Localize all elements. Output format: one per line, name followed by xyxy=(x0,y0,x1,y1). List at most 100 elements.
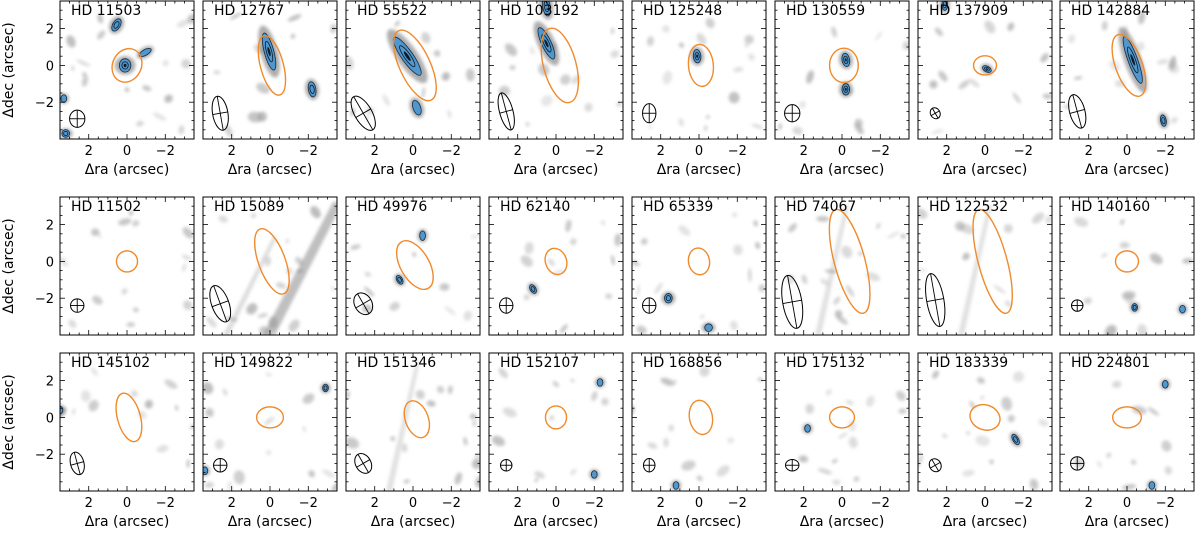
noise-blob xyxy=(1068,34,1075,44)
noise-blob xyxy=(142,85,152,92)
panel-15: HD 122532 xyxy=(917,196,1053,336)
noise-blob xyxy=(426,400,436,407)
noise-blob xyxy=(1096,460,1102,468)
noise-blob xyxy=(854,122,864,135)
source-contour xyxy=(665,295,671,302)
noise-blob xyxy=(186,459,190,469)
noise-blob xyxy=(841,245,853,259)
panel-image xyxy=(491,367,609,483)
noise-blob xyxy=(560,74,571,85)
noise-blob xyxy=(463,436,468,446)
noise-blob xyxy=(1074,457,1084,469)
noise-blob xyxy=(491,435,505,447)
noise-blob xyxy=(265,372,273,377)
fov-ellipse xyxy=(828,47,859,84)
fov-ellipse xyxy=(828,406,856,429)
panel-title: HD 65339 xyxy=(643,199,713,215)
noise-blob xyxy=(640,238,648,245)
noise-blob xyxy=(275,282,286,289)
fov-ellipse xyxy=(115,250,139,273)
noise-blob xyxy=(331,286,335,292)
beam-ellipse xyxy=(785,458,800,472)
noise-blob xyxy=(128,210,134,216)
noise-blob xyxy=(600,220,606,226)
noise-blob xyxy=(287,14,302,22)
noise-blob xyxy=(758,284,766,293)
noise-blob xyxy=(605,293,613,300)
x-tick-label: −2 xyxy=(1014,496,1033,511)
source-peak xyxy=(267,46,271,57)
noise-blob xyxy=(523,294,530,301)
noise-blob xyxy=(421,87,426,99)
fov-ellipse xyxy=(1111,33,1147,98)
noise-blob xyxy=(394,20,400,27)
noise-blob xyxy=(611,254,615,266)
noise-blob xyxy=(436,385,445,394)
noise-blob xyxy=(660,377,675,386)
extended-emission xyxy=(386,361,420,491)
panel-title: HD 224801 xyxy=(1071,355,1150,371)
noise-blob xyxy=(218,215,228,223)
panel-title: HD 62140 xyxy=(500,199,570,215)
panel-image xyxy=(642,18,764,131)
source-contour xyxy=(309,84,315,94)
panel-17: HD 145102 2 0 −2 Δra (arcsec) 2 0 −2 Δdec (arcse… xyxy=(1,352,195,530)
source-peak xyxy=(985,68,989,70)
noise-blob xyxy=(1157,58,1169,65)
noise-blob xyxy=(1007,22,1015,31)
noise-blob xyxy=(205,407,214,418)
beam-major-axis xyxy=(213,285,228,322)
noise-blob xyxy=(264,416,275,425)
x-tick-label: 2 xyxy=(1085,496,1093,511)
source-contour xyxy=(60,94,68,103)
noise-blob xyxy=(816,215,830,222)
source-contour xyxy=(843,85,849,93)
noise-blob xyxy=(364,271,372,277)
noise-blob xyxy=(662,25,670,33)
panel-23: HD 183339 2 0 −2 Δra (arcsec) xyxy=(917,352,1053,530)
noise-blob xyxy=(350,244,361,250)
x-axis-label: Δra (arcsec) xyxy=(371,162,456,178)
noise-blob xyxy=(390,436,395,441)
source-contour xyxy=(322,383,329,393)
source-contour xyxy=(419,230,426,241)
noise-blob xyxy=(68,319,77,328)
y-tick-label: 0 xyxy=(46,411,54,426)
noise-blob xyxy=(918,454,924,469)
noise-blob xyxy=(346,56,354,70)
x-tick-label: −2 xyxy=(442,496,461,511)
x-tick-label: 0 xyxy=(123,496,131,511)
noise-blob xyxy=(610,50,620,58)
y-tick-label: 2 xyxy=(46,219,54,234)
noise-blob xyxy=(757,377,763,382)
noise-blob xyxy=(322,469,335,478)
beam-ellipse xyxy=(784,104,801,123)
noise-blob xyxy=(153,112,167,121)
noise-blob xyxy=(178,125,185,135)
noise-blob xyxy=(1101,20,1108,31)
noise-blob xyxy=(832,459,838,464)
beam-ellipse xyxy=(69,109,86,128)
noise-blob xyxy=(203,382,214,395)
fov-ellipse xyxy=(972,208,1013,315)
noise-blob xyxy=(121,288,128,295)
noise-blob xyxy=(1038,419,1049,427)
noise-blob xyxy=(156,445,169,453)
x-tick-label: −2 xyxy=(156,144,175,159)
noise-blob xyxy=(365,106,375,115)
noise-blob xyxy=(1169,56,1177,70)
panel-frame xyxy=(488,0,624,140)
noise-blob xyxy=(744,42,750,48)
noise-blob xyxy=(705,18,715,29)
beam-ellipse xyxy=(642,103,657,124)
noise-blob xyxy=(958,79,970,90)
noise-blob xyxy=(130,390,138,398)
beam-ellipse xyxy=(1070,456,1085,471)
source-contour xyxy=(541,34,552,53)
source-peak xyxy=(844,87,847,91)
noise-blob xyxy=(541,95,553,107)
noise-blob xyxy=(247,111,263,123)
x-tick-label: −2 xyxy=(156,496,175,511)
x-tick-label: 0 xyxy=(695,144,703,159)
